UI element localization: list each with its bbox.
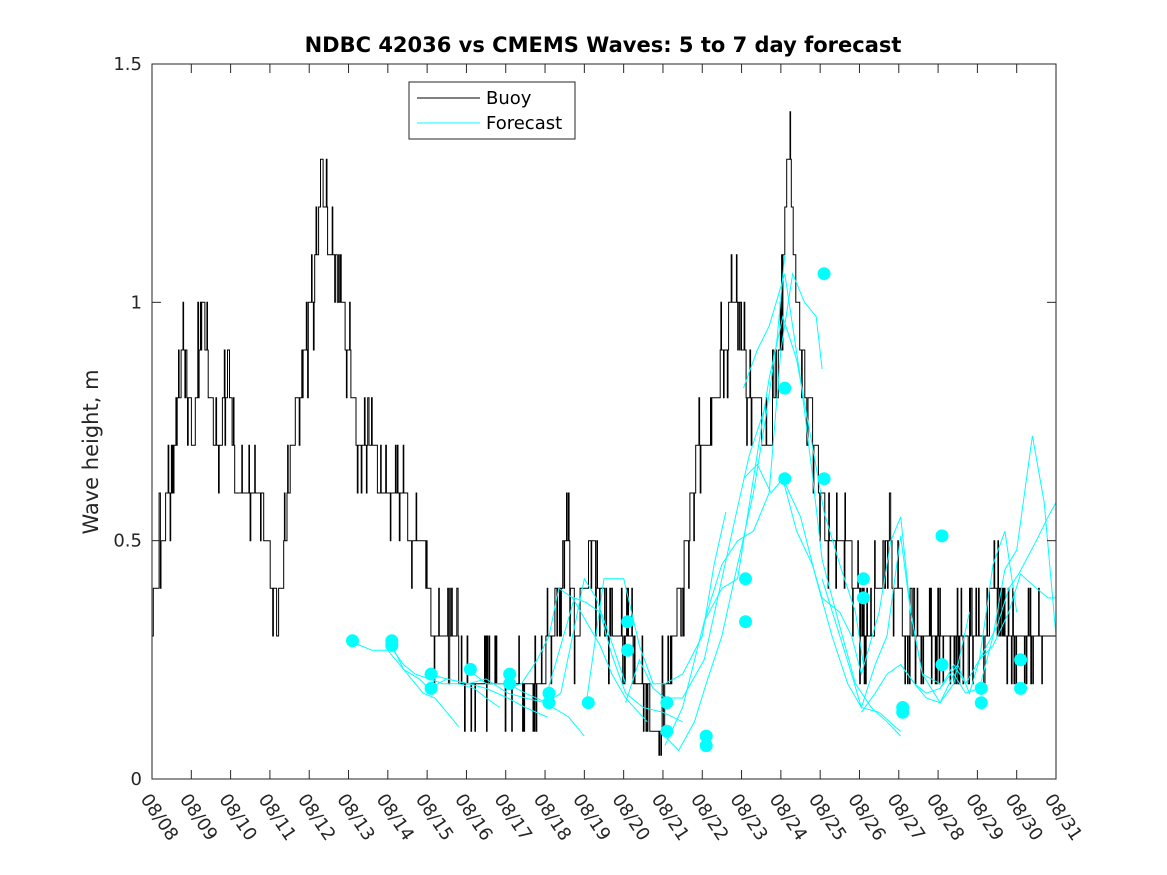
- x-tick-label: 08/13: [332, 790, 378, 845]
- forecast-marker-30: [974, 696, 988, 710]
- plot-frame: [151, 63, 1057, 780]
- y-axis-label: Wave height, m: [79, 369, 103, 534]
- forecast-marker-4: [424, 681, 438, 695]
- series-buoy: [152, 111, 1057, 756]
- y-tick-label: 0.5: [113, 531, 142, 552]
- forecast-marker-16: [699, 739, 713, 753]
- forecast-marker-14: [660, 724, 674, 738]
- forecast-marker-12: [621, 643, 635, 657]
- forecast-marker-15: [660, 696, 674, 710]
- forecast-marker-21: [778, 381, 792, 395]
- legend: Buoy Forecast: [408, 81, 576, 140]
- x-tick-label: 08/24: [765, 790, 811, 845]
- forecast-marker-27: [896, 701, 910, 714]
- forecast-marker-28: [935, 658, 949, 672]
- forecast-marker-11: [581, 696, 595, 710]
- forecast-marker-9: [542, 696, 556, 710]
- x-tick-label: 08/22: [686, 790, 732, 845]
- y-tick-label: 1: [131, 292, 142, 313]
- series-forecast-6: [507, 587, 648, 723]
- x-tick-label: 08/28: [922, 790, 968, 845]
- series-forecast-7: [546, 597, 683, 723]
- x-tick-label: 08/21: [647, 790, 693, 845]
- x-tick-label: 08/30: [1001, 790, 1047, 845]
- series-forecast-4: [428, 673, 585, 737]
- forecast-marker-7: [503, 677, 517, 691]
- x-tick-label: 08/26: [843, 790, 889, 845]
- series-forecast-10: [664, 254, 786, 752]
- x-tick-label: 08/09: [175, 790, 221, 845]
- forecast-marker-20: [778, 472, 792, 486]
- series-forecast-13: [743, 273, 902, 737]
- forecast-marker-33: [1014, 653, 1028, 667]
- x-tick-label: 08/16: [450, 790, 496, 845]
- series-forecast-14: [743, 463, 902, 732]
- forecast-marker-3: [385, 634, 399, 648]
- forecast-marker-31: [974, 681, 988, 695]
- series-forecast-1: [350, 640, 459, 727]
- x-tick-label: 08/12: [293, 790, 339, 845]
- forecast-marker-22: [817, 267, 831, 281]
- series-layer: [152, 111, 1057, 756]
- x-tick-label: 08/17: [490, 790, 536, 845]
- forecast-marker-17: [699, 729, 713, 743]
- x-tick-label: 08/27: [883, 790, 929, 845]
- chart-title: NDBC 42036 vs CMEMS Waves: 5 to 7 day fo…: [305, 33, 902, 57]
- forecast-marker-32: [1014, 681, 1028, 695]
- series-forecast-12: [703, 314, 864, 665]
- x-tick-label: 08/29: [961, 790, 1007, 845]
- x-tick-label: 08/18: [529, 790, 575, 845]
- forecast-marker-1: [346, 634, 359, 648]
- x-tick-label: 08/23: [725, 790, 771, 845]
- forecast-marker-13: [621, 615, 635, 629]
- legend-label-forecast: Forecast: [486, 113, 562, 134]
- forecast-marker-10: [542, 686, 556, 700]
- marker-layer: [346, 267, 1028, 753]
- forecast-marker-29: [935, 529, 949, 543]
- x-tick-label: 08/10: [214, 790, 260, 845]
- series-forecast-19: [939, 502, 1057, 695]
- forecast-marker-18: [739, 615, 752, 629]
- x-tick-label: 08/11: [254, 790, 300, 845]
- forecast-marker-24: [856, 591, 870, 605]
- x-tick-label: 08/15: [411, 790, 457, 845]
- forecast-marker-5: [424, 667, 438, 681]
- x-tick-label: 08/31: [1040, 790, 1086, 845]
- x-tick-label: 08/08: [136, 790, 182, 845]
- tick-layer: 00.511.508/0808/0908/1008/1108/1208/1308…: [113, 54, 1086, 845]
- forecast-marker-23: [817, 472, 831, 486]
- x-tick-label: 08/14: [372, 790, 418, 845]
- forecast-marker-8: [503, 667, 517, 681]
- x-tick-label: 08/25: [804, 790, 850, 845]
- series-forecast-11: [664, 271, 823, 746]
- y-tick-label: 0: [131, 769, 142, 790]
- legend-label-buoy: Buoy: [486, 88, 532, 109]
- y-tick-label: 1.5: [113, 54, 142, 75]
- series-forecast-2: [389, 645, 501, 708]
- forecast-marker-25: [856, 572, 870, 586]
- series-forecast-9: [625, 407, 766, 703]
- series-forecast-20: [979, 573, 1056, 661]
- forecast-marker-19: [739, 572, 752, 586]
- legend-box: [408, 81, 576, 140]
- x-tick-label: 08/19: [568, 790, 614, 845]
- series-forecast-8: [585, 511, 727, 703]
- x-tick-label: 08/20: [608, 790, 654, 845]
- forecast-marker-6: [463, 662, 477, 676]
